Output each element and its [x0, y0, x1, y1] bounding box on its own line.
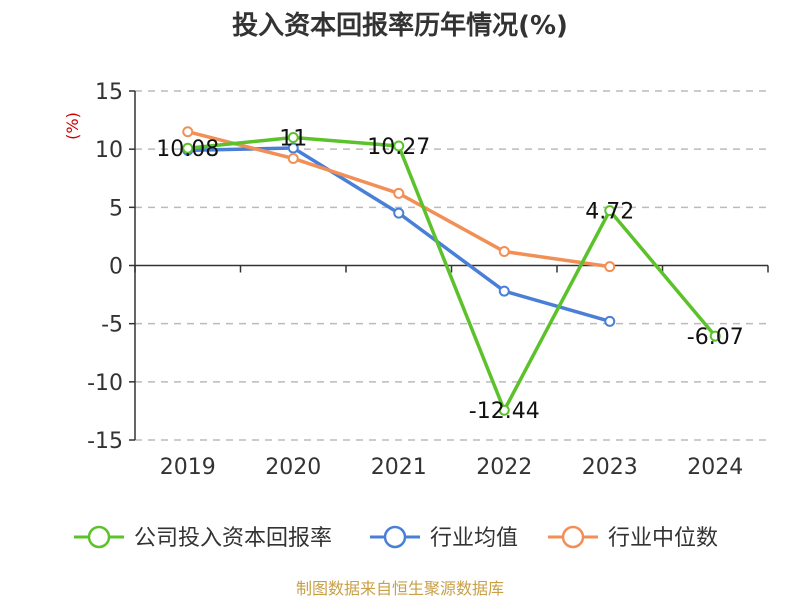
- legend-marker: [561, 525, 585, 549]
- data-label: -6.07: [687, 325, 744, 350]
- y-axis-label: (%): [63, 112, 82, 140]
- data-point: [498, 246, 510, 258]
- data-point: [709, 330, 721, 342]
- data-point: [287, 152, 299, 164]
- data-label: 10.27: [367, 135, 430, 160]
- legend: 公司投入资本回报率 行业均值 行业中位数: [74, 525, 718, 551]
- data-point: [498, 285, 510, 297]
- legend-label: 公司投入资本回报率: [134, 526, 332, 551]
- data-label: 4.72: [585, 200, 634, 225]
- data-point: [393, 140, 405, 152]
- x-tick-label: 2020: [265, 455, 321, 480]
- y-tick-label: 15: [95, 80, 123, 105]
- axes: 15 10 5 0 -5 -10 -15 2019 2020 2021 2022 2023 2024: [87, 80, 769, 480]
- data-point: [287, 132, 299, 144]
- data-labels: 10.08 11 10.27 -12.44 4.72 -6.07: [156, 127, 743, 425]
- legend-label: 行业均值: [430, 526, 518, 551]
- series-line: [187, 135, 717, 412]
- y-tick-label: -15: [87, 429, 123, 454]
- data-point: [498, 404, 510, 416]
- legend-label: 行业中位数: [608, 526, 718, 551]
- y-tick-label: -10: [87, 371, 123, 396]
- data-point: [182, 126, 194, 138]
- chart-title: 投入资本回报率历年情况(%): [232, 10, 568, 41]
- legend-marker: [383, 525, 407, 549]
- y-tick-label: 10: [95, 138, 123, 163]
- data-label: 10.08: [156, 137, 219, 162]
- data-label: -12.44: [469, 399, 540, 424]
- y-tick-label: 5: [109, 196, 123, 221]
- x-tick-label: 2019: [160, 455, 216, 480]
- x-tick-label: 2022: [476, 455, 532, 480]
- data-point: [604, 261, 616, 273]
- y-tick-label: -5: [101, 313, 123, 338]
- data-point: [393, 207, 405, 219]
- data-point: [604, 315, 616, 327]
- source-note: 制图数据来自恒生聚源数据库: [296, 579, 504, 598]
- data-point: [287, 142, 299, 154]
- y-tick-label: 0: [109, 255, 123, 280]
- series-line: [187, 146, 611, 324]
- series-group: [182, 126, 721, 416]
- data-label: 11: [279, 127, 307, 152]
- data-point: [393, 187, 405, 199]
- x-tick-label: 2024: [687, 455, 743, 480]
- legend-marker: [87, 525, 111, 549]
- x-tick-label: 2021: [371, 455, 427, 480]
- x-tick-label: 2023: [582, 455, 638, 480]
- data-point: [182, 142, 194, 154]
- data-point: [604, 205, 616, 217]
